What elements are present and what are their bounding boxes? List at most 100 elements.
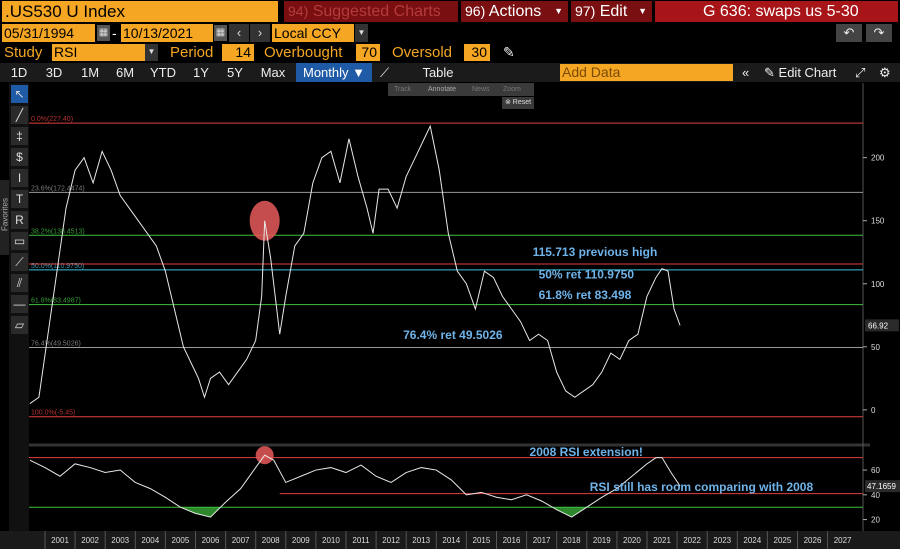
price-last-value: 66.92 [868,321,889,330]
prev-period-arrow-icon[interactable]: ‹ [229,24,249,42]
date-separator: - [112,25,117,41]
table-button[interactable]: Table [422,65,454,80]
study-dropdown-icon[interactable]: ▼ [145,44,158,61]
measure-tool-icon[interactable]: ▱ [11,316,28,334]
start-date-input[interactable]: 05/31/1994 [2,24,95,42]
study-select[interactable]: RSI [52,44,145,61]
page-title: G 636: swaps us 5-30 [655,1,898,22]
expand-icon[interactable]: ⤢ [855,65,866,80]
xaxis-label-8: 2009 [292,536,310,545]
fib-label-1: 23.6%(172.4474) [31,185,85,192]
study-bar: Study RSI ▼ Period 14 Overbought 70 Over… [0,43,900,62]
period-input[interactable]: 14 [222,44,254,61]
price-ytick-label-2: 100 [871,280,885,289]
reset-button[interactable]: ⊗ Reset [502,97,534,109]
actions-label: Actions [488,3,542,20]
oversold-input[interactable]: 30 [464,44,490,61]
period-max[interactable]: Max [260,65,286,80]
x-axis-band [0,531,900,549]
line-chart-icon[interactable]: ⟋ [380,65,390,80]
reset-tool-icon[interactable]: R [11,211,28,229]
xaxis-label-6: 2007 [232,536,250,545]
currency-select[interactable]: Local CCY [272,24,354,42]
edit-label: Edit [599,3,628,20]
fibonacci-dollar-icon[interactable]: $ [11,148,28,166]
end-calendar-icon[interactable]: ▦ [214,25,227,41]
next-period-arrow-icon[interactable]: › [250,24,270,42]
chart-area[interactable]: 0.0%(227.40) 23.6%(172.4474) 38.2%(138.451… [0,83,900,549]
xaxis-label-18: 2019 [593,536,611,545]
edit-chart-button[interactable]: ✎ Edit Chart [764,63,836,82]
xaxis-label-13: 2014 [442,536,460,545]
xaxis-label-15: 2016 [503,536,521,545]
fib-label-0: 0.0%(227.40) [31,116,73,123]
xaxis-label-20: 2021 [653,536,671,545]
x-axis: 2001 2002 2003 2004 2005 2006 2007 2008 2009 2010… [44,531,852,549]
channel-tool-icon[interactable]: ⫽ [11,274,28,292]
suggested-charts-label: Suggested Charts [312,3,441,20]
reset-label: Reset [512,99,532,106]
period-label: Period [170,44,214,61]
period-1d[interactable]: 1D [10,65,28,80]
drawing-toolbar: ↖ ╱ ‡ $ I T R ▭ ⟋ ⫽ — ▱ [9,83,29,549]
gear-icon[interactable]: ⚙ [879,65,891,80]
news-button[interactable]: News [472,86,490,93]
xaxis-label-3: 2004 [141,536,159,545]
actions-dropdown-icon: ▼ [554,6,563,16]
trend-tool-icon[interactable]: ⟋ [11,253,28,271]
ticker-field[interactable]: .US530 U Index [2,1,278,22]
pencil-icon[interactable]: ✎ [503,44,515,60]
fib-label-6: 100.0%(-5.45) [31,410,75,417]
price-ytick-label-3: 150 [871,217,885,226]
undo-icon[interactable]: ↶ [836,24,862,42]
rsi-annotation-0: 2008 RSI extension! [530,445,643,459]
edit-num: 97) [575,3,596,19]
add-data-input[interactable]: Add Data [560,64,733,81]
track-button[interactable]: Track [394,86,412,93]
currency-dropdown-icon[interactable]: ▼ [355,24,368,42]
overbought-label: Overbought [264,44,343,61]
actions-menu[interactable]: 96) Actions ▼ [461,1,568,22]
horizontal-line-icon[interactable]: — [11,295,28,313]
xaxis-label-16: 2017 [533,536,551,545]
favorites-tab[interactable] [0,180,9,255]
cursor-icon[interactable]: ↖ [11,85,28,103]
edit-menu[interactable]: 97) Edit ▼ [571,1,652,22]
annotate-button[interactable]: Annotate [428,86,457,93]
period-1y[interactable]: 1Y [193,65,209,80]
draw-line-icon[interactable]: ╱ [11,106,28,124]
period-3d[interactable]: 3D [45,65,63,80]
overbought-input[interactable]: 70 [356,44,380,61]
price-annotation-3: 76.4% ret 49.5026 [403,328,503,342]
end-date-input[interactable]: 10/13/2021 [121,24,213,42]
collapse-panel-icon[interactable]: « [742,65,750,80]
text-tool-icon[interactable]: T [11,190,28,208]
xaxis-label-26: 2027 [834,536,852,545]
top-menu-bar: .US530 U Index 94) Suggested Charts 96) … [0,0,900,23]
rsi-annotation-1: RSI still has room comparing with 2008 [590,480,814,494]
rsi-panel: 20 40 60 47.1659 2008 RSI extension! RSI stil… [29,445,900,525]
period-6m[interactable]: 6M [115,65,135,80]
period-ytd[interactable]: YTD [150,65,176,80]
suggested-charts-num: 94) [288,3,309,19]
xaxis-label-19: 2020 [623,536,641,545]
text-cursor-icon[interactable]: I [11,169,28,187]
price-ytick-label-0: 0 [871,406,876,415]
redo-icon[interactable]: ↷ [866,24,892,42]
fibonacci-percent-icon[interactable]: ‡ [11,127,28,145]
period-5y[interactable]: 5Y [227,65,243,80]
rsi-ytick-label-1: 40 [871,491,880,500]
rsi-panel-bg [29,447,863,527]
start-calendar-icon[interactable]: ▦ [97,25,110,41]
xaxis-label-14: 2015 [473,536,491,545]
rsi-ytick-label-0: 20 [871,516,880,525]
zoom-button[interactable]: Zoom [503,86,521,93]
xaxis-label-11: 2012 [382,536,400,545]
screen-tool-icon[interactable]: ▭ [11,232,28,250]
frequency-select[interactable]: Monthly ▼ [296,63,372,82]
reset-icon: ⊗ [504,99,511,106]
xaxis-label-17: 2018 [563,536,581,545]
price-panel: 0.0%(227.40) 23.6%(172.4474) 38.2%(138.451… [29,116,899,418]
period-1m[interactable]: 1M [80,65,100,80]
suggested-charts-menu[interactable]: 94) Suggested Charts [284,1,458,22]
